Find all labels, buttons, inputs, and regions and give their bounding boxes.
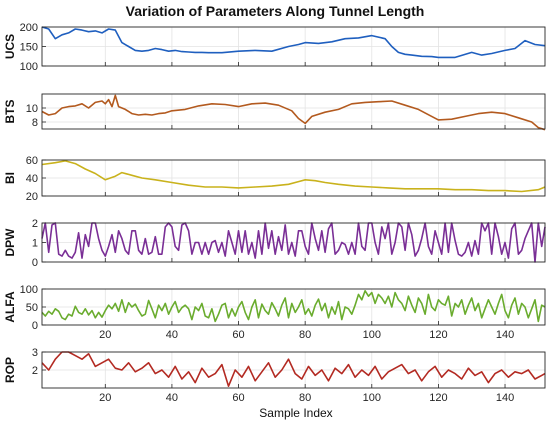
rop-ytick-label-3: 3 bbox=[32, 347, 38, 359]
rop-ytick-label-2: 2 bbox=[32, 365, 38, 377]
bts-axes-box bbox=[41, 93, 546, 130]
rop-xtick-label-20: 20 bbox=[99, 392, 111, 404]
dpw-ytick-label-1: 1 bbox=[32, 238, 38, 250]
rop-xtick-label-140: 140 bbox=[496, 392, 514, 404]
bi-ytick-label-20: 20 bbox=[26, 191, 38, 203]
panels-group: 100150200UCS810BTS204060BI012DPW05010020… bbox=[3, 22, 546, 404]
bts-axis-label: BTS bbox=[3, 100, 17, 124]
panel-bts: 8 10 BTS bbox=[3, 93, 546, 131]
alfa-xtick-label-120: 120 bbox=[429, 329, 447, 341]
rop-axis-label: ROP bbox=[3, 357, 17, 383]
rop-xtick-label-120: 120 bbox=[429, 392, 447, 404]
dpw-axis-label: DPW bbox=[3, 228, 17, 257]
panel-rop: 2 3 20 40 60 80 100 120 140 ROP bbox=[3, 347, 546, 404]
bi-axis-label: BI bbox=[3, 172, 17, 184]
bi-series-line bbox=[41, 160, 546, 193]
bts-ytick-label-8: 8 bbox=[32, 117, 38, 129]
bts-series-line bbox=[41, 94, 546, 131]
dpw-ytick-label-2: 2 bbox=[32, 218, 38, 230]
alfa-xtick-label-20: 20 bbox=[99, 329, 111, 341]
ucs-series-line bbox=[41, 26, 546, 59]
rop-xtick-label-100: 100 bbox=[363, 392, 381, 404]
bi-ytick-label-60: 60 bbox=[26, 155, 38, 167]
ucs-ytick-label-150: 150 bbox=[20, 42, 38, 54]
chart-title: Variation of Parameters Along Tunnel Len… bbox=[126, 3, 425, 19]
alfa-ytick-label-50: 50 bbox=[26, 302, 38, 314]
alfa-axis-label: ALFA bbox=[3, 291, 17, 323]
bi-ytick-label-40: 40 bbox=[26, 173, 38, 185]
alfa-ytick-label-100: 100 bbox=[20, 284, 38, 296]
rop-xtick-label-40: 40 bbox=[166, 392, 178, 404]
alfa-xtick-label-100: 100 bbox=[363, 329, 381, 341]
alfa-xtick-label-140: 140 bbox=[496, 329, 514, 341]
dpw-ytick-label-0: 0 bbox=[32, 257, 38, 269]
dpw-series-line bbox=[41, 222, 546, 263]
panel-bi: 20 40 60 BI bbox=[3, 155, 546, 203]
x-axis-label: Sample Index bbox=[259, 406, 332, 420]
ucs-ytick-label-100: 100 bbox=[20, 61, 38, 73]
alfa-xtick-label-40: 40 bbox=[166, 329, 178, 341]
rop-xtick-label-60: 60 bbox=[232, 392, 244, 404]
alfa-series-line bbox=[41, 289, 546, 323]
ucs-ytick-label-200: 200 bbox=[20, 22, 38, 34]
panel-alfa: 0 50 100 20 40 60 80 100 120 140 ALFA bbox=[3, 284, 546, 341]
rop-series-line bbox=[41, 351, 546, 388]
ucs-axis-label: UCS bbox=[3, 34, 17, 59]
panel-dpw: 0 1 2 DPW bbox=[3, 218, 546, 269]
alfa-ytick-label-0: 0 bbox=[32, 320, 38, 332]
alfa-xtick-label-80: 80 bbox=[299, 329, 311, 341]
alfa-xtick-label-60: 60 bbox=[232, 329, 244, 341]
rop-xtick-label-80: 80 bbox=[299, 392, 311, 404]
bts-ytick-label-10: 10 bbox=[26, 103, 38, 115]
